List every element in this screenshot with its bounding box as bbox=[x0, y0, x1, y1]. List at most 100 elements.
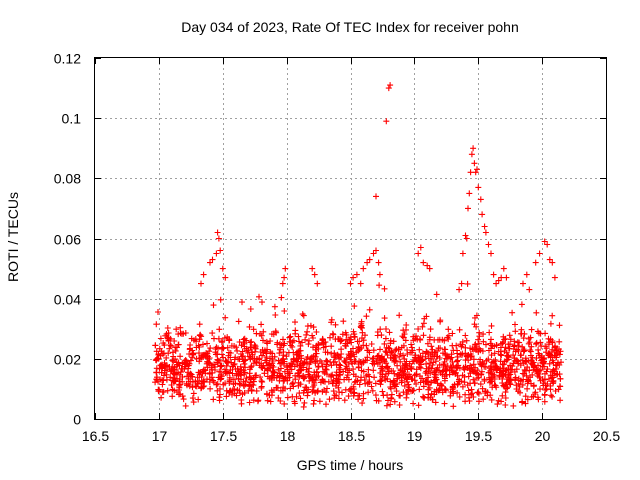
data-point bbox=[351, 353, 358, 360]
data-point bbox=[269, 360, 276, 367]
data-point bbox=[345, 393, 352, 400]
data-point bbox=[355, 345, 362, 351]
data-point bbox=[373, 397, 380, 404]
data-point bbox=[186, 360, 193, 367]
data-point bbox=[215, 335, 222, 342]
data-point bbox=[536, 250, 543, 257]
data-point bbox=[301, 374, 308, 381]
data-point bbox=[355, 396, 362, 403]
data-point bbox=[486, 347, 492, 354]
data-point bbox=[387, 354, 394, 361]
data-point bbox=[373, 193, 379, 200]
data-point bbox=[247, 376, 254, 383]
data-point bbox=[534, 370, 541, 377]
data-point bbox=[227, 366, 234, 373]
data-point bbox=[328, 362, 335, 369]
data-point bbox=[337, 338, 344, 345]
data-point bbox=[415, 326, 422, 332]
data-point bbox=[404, 374, 411, 381]
data-point bbox=[187, 357, 194, 364]
data-point bbox=[341, 358, 348, 365]
data-point bbox=[319, 388, 326, 395]
data-point bbox=[190, 390, 197, 397]
data-point bbox=[431, 336, 438, 343]
data-point bbox=[480, 331, 487, 338]
data-point bbox=[204, 340, 210, 347]
data-point bbox=[209, 256, 216, 263]
data-point bbox=[500, 265, 507, 272]
data-point bbox=[479, 211, 486, 218]
data-point bbox=[502, 395, 509, 401]
data-point bbox=[365, 389, 372, 396]
data-point bbox=[537, 339, 544, 346]
data-point bbox=[374, 332, 381, 339]
data-point bbox=[519, 381, 526, 388]
data-point bbox=[525, 377, 532, 384]
data-point bbox=[408, 363, 415, 370]
data-point bbox=[288, 360, 295, 367]
data-point bbox=[190, 350, 197, 357]
data-point bbox=[258, 360, 265, 367]
data-point bbox=[204, 358, 211, 365]
data-point bbox=[284, 394, 291, 401]
data-point bbox=[448, 351, 455, 358]
data-point bbox=[348, 359, 355, 366]
data-point bbox=[536, 330, 542, 337]
data-point bbox=[326, 396, 333, 403]
data-point bbox=[304, 323, 311, 330]
data-point bbox=[377, 346, 383, 353]
data-point bbox=[433, 371, 439, 378]
data-point bbox=[248, 344, 255, 351]
data-point bbox=[210, 377, 216, 384]
data-point bbox=[407, 349, 414, 356]
data-point bbox=[416, 386, 423, 393]
data-point bbox=[397, 358, 404, 365]
data-point bbox=[549, 393, 556, 400]
data-point bbox=[313, 344, 320, 351]
data-point bbox=[306, 365, 313, 372]
data-point bbox=[498, 352, 505, 359]
data-point bbox=[275, 394, 282, 401]
data-point bbox=[348, 385, 355, 392]
data-point bbox=[168, 342, 174, 349]
data-point bbox=[441, 346, 448, 353]
data-point bbox=[420, 383, 427, 390]
data-point bbox=[480, 396, 487, 403]
data-point bbox=[310, 324, 317, 331]
data-point bbox=[226, 336, 232, 342]
data-point bbox=[238, 342, 245, 349]
data-point bbox=[402, 365, 409, 372]
data-point bbox=[363, 313, 370, 320]
data-point bbox=[512, 321, 518, 328]
data-point bbox=[420, 393, 426, 400]
data-point bbox=[206, 355, 213, 361]
data-point bbox=[516, 383, 523, 390]
data-point bbox=[507, 376, 514, 383]
grid bbox=[95, 58, 606, 419]
data-point bbox=[244, 350, 251, 356]
data-point bbox=[292, 319, 298, 326]
data-point bbox=[201, 379, 208, 386]
x-tick-label: 19.5 bbox=[465, 428, 492, 444]
data-point bbox=[161, 359, 168, 366]
data-point bbox=[213, 250, 220, 257]
data-point bbox=[439, 383, 445, 389]
data-point bbox=[163, 331, 170, 337]
x-axis-label: GPS time / hours bbox=[297, 457, 404, 473]
data-point bbox=[391, 398, 398, 405]
data-point bbox=[463, 337, 470, 344]
data-point bbox=[470, 394, 477, 400]
data-point bbox=[223, 362, 230, 369]
data-point bbox=[169, 357, 176, 364]
data-point bbox=[269, 368, 276, 375]
data-point bbox=[419, 323, 426, 330]
data-point bbox=[471, 380, 478, 387]
data-point bbox=[171, 338, 178, 344]
data-point bbox=[163, 354, 170, 361]
data-point bbox=[319, 335, 326, 342]
data-point bbox=[372, 392, 379, 399]
data-point bbox=[198, 280, 204, 287]
data-point bbox=[264, 365, 271, 372]
data-point bbox=[250, 326, 257, 333]
data-point bbox=[282, 265, 289, 272]
